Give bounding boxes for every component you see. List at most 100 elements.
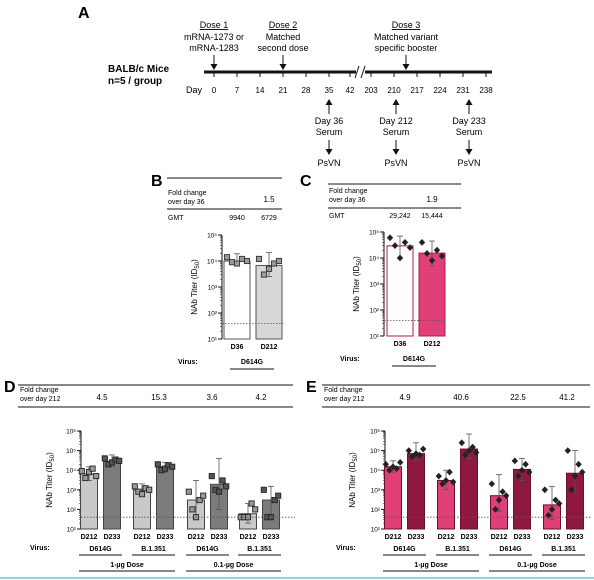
dose3-arrowhead-icon (402, 64, 410, 70)
data-point (397, 459, 404, 466)
data-point (462, 451, 469, 459)
bar (156, 466, 174, 530)
d-fold-line2: over day 212 (20, 396, 61, 403)
y-tick-label: 10² (371, 507, 381, 514)
y-tick-label: 10¹ (370, 334, 380, 341)
bar (384, 466, 402, 530)
x-category-label: D212 (240, 534, 257, 541)
virus-group-label: B.1.351 (551, 546, 576, 553)
dose1-line2: mRNA-1283 (189, 43, 239, 53)
data-point (488, 480, 495, 488)
day-tick-label: 0 (212, 86, 217, 95)
y-axis-label: NAb Titer (ID50) (352, 256, 363, 312)
d-fold-line1: Fold change (20, 387, 59, 394)
data-point (161, 465, 169, 472)
data-point (382, 460, 389, 468)
day-tick-label: 7 (235, 86, 240, 95)
data-point (571, 472, 579, 480)
data-point (406, 244, 414, 252)
x-category-label: D212 (81, 534, 98, 541)
data-point (131, 483, 138, 490)
day-tick-label: 35 (325, 86, 334, 95)
panel-d: D Fold change over day 212 4.5 15.3 3.6 … (4, 379, 295, 572)
day-tick-label: 21 (279, 86, 288, 95)
data-point (82, 474, 89, 482)
data-point (275, 257, 283, 265)
x-category-label: D212 (385, 534, 402, 541)
data-point (386, 234, 394, 242)
data-point (196, 496, 203, 504)
y-axis-label-sub: 50 (50, 454, 56, 461)
data-point (275, 492, 282, 499)
data-point (511, 457, 518, 465)
data-point (223, 254, 231, 261)
data-point (260, 486, 267, 493)
panel-a: A BALB/c Mice n=5 / group Dose 1 mRNA-12… (78, 5, 493, 168)
b-virus-label: Virus: (178, 359, 198, 366)
d-fold-b1351-01ug: 4.2 (255, 393, 267, 402)
day-tick-label: 217 (410, 86, 424, 95)
y-tick-label: 10³ (370, 282, 380, 289)
c-gmt-d212: 15,444 (421, 213, 443, 220)
x-category-label: D212 (438, 534, 455, 541)
data-point (450, 478, 457, 486)
serum-event-serum: Serum (316, 127, 343, 137)
data-point (446, 468, 453, 476)
y-axis-label: NAb Titer (ID50) (348, 452, 359, 508)
panel-letter-d: D (4, 379, 16, 396)
serum-event-assay: PsVN (317, 158, 340, 168)
day-tick-label: 224 (433, 86, 447, 95)
serum-down-arrowhead-icon (325, 149, 333, 155)
serum-down-arrowhead-icon (392, 149, 400, 155)
e-fold-line2: over day 212 (324, 396, 365, 403)
data-point (89, 465, 96, 472)
data-point (200, 492, 207, 499)
bar (103, 460, 121, 530)
data-point (433, 246, 441, 254)
y-axis-label-end: ) (352, 256, 361, 259)
x-category-label: D233 (514, 534, 531, 541)
c-fold-value: 1.9 (426, 195, 438, 204)
data-point (469, 443, 476, 451)
y-axis-label-sub: 50 (195, 261, 201, 268)
data-point (146, 486, 153, 493)
b-gmt-label: GMT (168, 215, 184, 222)
timeline-break-gap (356, 66, 365, 78)
y-axis-label-main: NAb Titer (ID (190, 268, 199, 314)
dose-group-label: 0.1-µg Dose (517, 562, 557, 569)
serum-event-serum: Serum (383, 127, 410, 137)
b-virus-name: D614G (241, 359, 264, 366)
serum-up-arrowhead-icon (325, 99, 333, 105)
virus-group-label: D614G (499, 546, 522, 553)
d-virus-label: Virus: (30, 545, 50, 552)
c-virus-label: Virus: (340, 356, 360, 363)
data-point (579, 468, 586, 476)
dose3-line2: specific booster (375, 43, 438, 53)
data-point (138, 491, 146, 498)
c-virus-name: D614G (403, 356, 426, 363)
data-point (265, 265, 273, 272)
y-axis-label-sub: 50 (353, 454, 359, 461)
day-tick-label: 238 (479, 86, 493, 95)
y-axis-label-end: ) (190, 259, 199, 262)
x-category-label: D212 (261, 344, 278, 351)
c-fold-line2: over day 36 (329, 197, 366, 204)
y-tick-label: 10² (208, 311, 218, 318)
e-fold-d614g-1ug: 4.9 (399, 393, 411, 402)
panel-e: E Fold change over day 212 4.9 40.6 22.5… (306, 379, 592, 572)
data-point (154, 461, 161, 468)
y-axis-label-main: NAb Titer (ID (352, 265, 361, 311)
y-tick-label: 10⁴ (66, 468, 76, 475)
data-point (526, 468, 533, 476)
panel-c: C Fold change over day 36 1.9 GMT 29,242… (300, 173, 461, 367)
data-point (423, 250, 431, 257)
y-tick-label: 10⁵ (66, 448, 76, 455)
c-gmt-d36: 29,242 (389, 213, 411, 220)
day-ticks: 0 7 14 21 28 35 42 203 210 217 224 231 238 (212, 72, 493, 95)
data-point (255, 255, 263, 262)
serum-event-day: Day 36 (315, 116, 344, 126)
mouse-label-2: n=5 / group (108, 76, 162, 87)
y-axis-label-main: NAb Titer (ID (45, 461, 54, 507)
x-category-label: D233 (263, 534, 280, 541)
data-point (515, 472, 522, 480)
